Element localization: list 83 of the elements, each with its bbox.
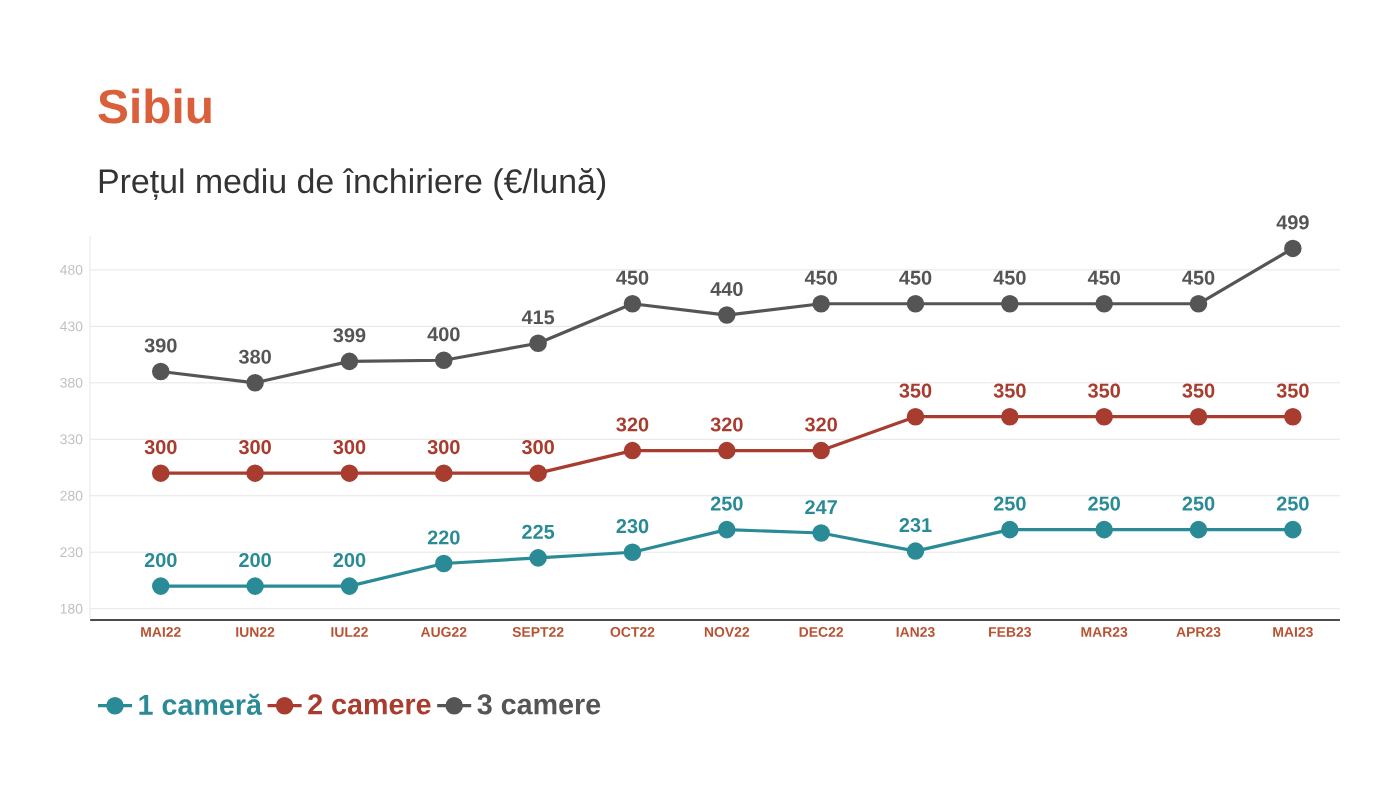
point: [246, 374, 264, 392]
point: [906, 407, 925, 426]
legend-label: 2 camere: [308, 694, 431, 715]
data-label: 320: [710, 417, 743, 432]
data-label: 450: [804, 270, 837, 285]
data-label: 300: [521, 440, 554, 455]
data-label: 200: [239, 553, 271, 568]
point: [1095, 407, 1113, 426]
point: [435, 464, 453, 482]
data-label: 399: [333, 328, 366, 343]
data-label: 350: [1182, 383, 1215, 398]
data-label: 250: [1182, 496, 1215, 511]
point: [1284, 520, 1302, 539]
data-label: 247: [805, 500, 837, 515]
point: [623, 543, 642, 562]
point: [1284, 407, 1302, 426]
data-label: 250: [710, 496, 743, 511]
point: [151, 577, 170, 595]
data-label: 225: [522, 524, 555, 539]
data-label: 250: [1276, 496, 1309, 511]
data-label: 450: [1182, 270, 1215, 285]
data-label: 250: [1088, 496, 1120, 511]
data-label: 415: [521, 310, 555, 325]
point: [340, 464, 359, 482]
data-label: 300: [427, 440, 460, 455]
data-label: 380: [238, 349, 271, 364]
data-label: 320: [804, 417, 837, 432]
chart-subtitle: Prețul mediu de închiriere (€/lună): [99, 167, 606, 201]
data-label: 440: [710, 281, 743, 297]
data-label: 450: [616, 270, 649, 285]
data-label: 499: [1276, 215, 1309, 230]
data-label: 250: [993, 496, 1026, 511]
point: [529, 549, 547, 567]
data-label: 390: [144, 338, 177, 353]
point: [812, 294, 830, 313]
data-label: 230: [616, 519, 649, 534]
point: [1189, 294, 1208, 313]
data-label: 450: [993, 270, 1026, 285]
point: [151, 464, 170, 482]
point: [812, 524, 830, 542]
point: [906, 542, 925, 560]
data-label: 220: [427, 530, 460, 545]
data-label: 350: [1276, 383, 1309, 398]
point: [340, 352, 359, 371]
point: [435, 351, 453, 370]
data-label: 450: [899, 270, 932, 285]
point: [812, 441, 830, 460]
data-label: 200: [144, 553, 177, 568]
point: [1095, 294, 1113, 313]
point: [1284, 239, 1302, 258]
point: [340, 577, 359, 595]
data-label: 350: [993, 383, 1026, 398]
point: [529, 334, 547, 353]
data-label: 450: [1087, 270, 1120, 285]
point: [246, 464, 264, 482]
point: [718, 306, 736, 324]
point: [906, 294, 925, 313]
point: [623, 294, 642, 313]
data-label: 200: [333, 553, 366, 568]
point: [1001, 407, 1019, 426]
point: [151, 362, 170, 381]
point: [718, 441, 736, 460]
point: [623, 441, 642, 460]
data-label: 231: [899, 517, 932, 533]
data-label: 300: [238, 440, 271, 455]
point: [718, 520, 736, 539]
data-label: 300: [144, 440, 177, 455]
data-label: 350: [1088, 383, 1120, 398]
point: [529, 464, 547, 482]
data-label: 300: [333, 440, 366, 455]
data-label: 350: [899, 383, 932, 398]
point: [246, 577, 264, 595]
point: [1001, 294, 1019, 313]
point: [1001, 520, 1019, 539]
point: [1095, 520, 1113, 539]
legend-label: 3 camere: [477, 694, 601, 715]
data-label: 320: [616, 417, 649, 432]
point: [1189, 520, 1208, 539]
point: [435, 554, 453, 573]
data-label: 400: [427, 327, 460, 342]
legend-label: 1 cameră: [139, 693, 263, 716]
point: [1189, 407, 1208, 426]
chart-title: Sibiu: [98, 88, 211, 124]
